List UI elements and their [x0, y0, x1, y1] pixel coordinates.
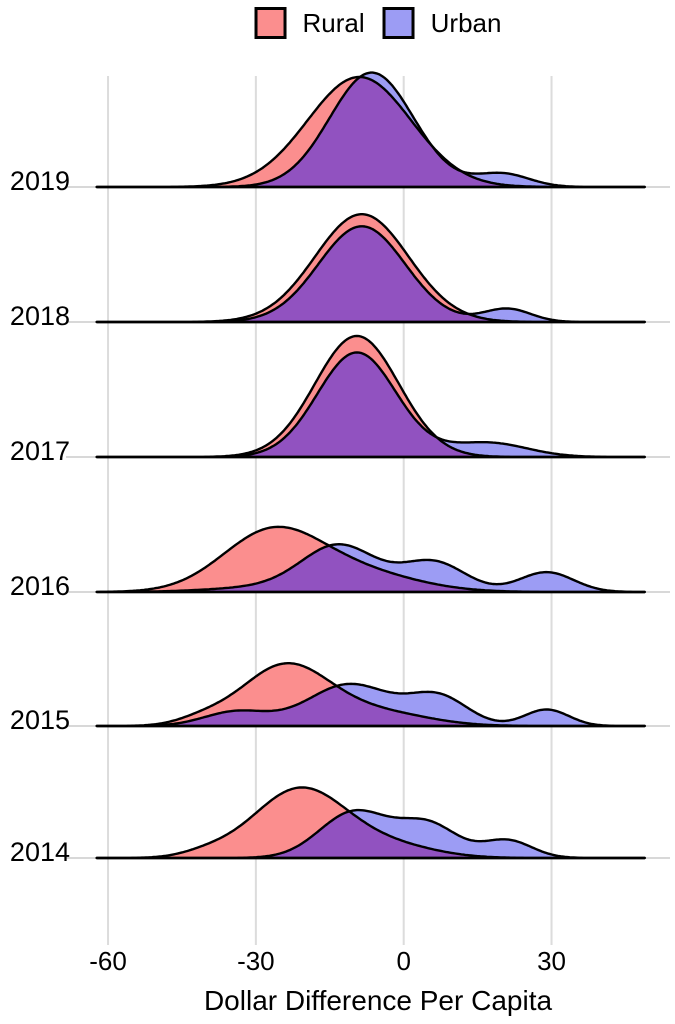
legend-label-rural: Rural — [302, 8, 365, 38]
ridge-row-2019 — [66, 71, 670, 189]
legend-label-urban: Urban — [430, 8, 502, 38]
density-fill-overlap-2016 — [96, 544, 645, 592]
gridlines — [107, 76, 553, 945]
density-fill-overlap-2018 — [96, 226, 645, 322]
density-outline-urban-2017 — [95, 351, 646, 459]
legend-swatch-rural — [254, 7, 287, 39]
ridge-row-2016 — [66, 525, 670, 594]
y-axis-label-2014: 2014 — [9, 837, 70, 867]
legend-swatch-urban — [382, 7, 415, 39]
legend-item-rural: Rural — [254, 7, 365, 39]
x-axis-title: Dollar Difference Per Capita — [203, 985, 553, 1016]
y-axis-label-2017: 2017 — [9, 436, 70, 466]
density-outline-urban-2014 — [95, 808, 646, 860]
ridge-row-2014 — [66, 786, 670, 860]
y-axis-label-2016: 2016 — [9, 571, 70, 601]
density-fill-rural-2014 — [96, 787, 645, 858]
density-outline-urban-2019 — [95, 71, 646, 189]
x-tick-label-0: 0 — [396, 946, 411, 976]
density-outline-urban-2015 — [95, 682, 646, 728]
density-fill-overlap-2019 — [96, 77, 645, 187]
x-tick-label--30: -30 — [237, 946, 275, 976]
legend-item-urban: Urban — [382, 7, 502, 39]
density-outline-urban-2016 — [95, 543, 646, 594]
y-axis-label-2018: 2018 — [9, 301, 70, 331]
density-outline-urban-2018 — [95, 225, 646, 324]
x-tick-label-30: 30 — [537, 946, 566, 976]
y-axis-label-2015: 2015 — [9, 705, 70, 735]
density-fill-rural-2016 — [96, 526, 645, 592]
ridge-row-2018 — [66, 213, 670, 324]
ridge-row-2017 — [66, 334, 670, 459]
y-axis-label-2019: 2019 — [9, 166, 70, 196]
legend: Rural Urban — [254, 6, 502, 40]
x-tick-label--60: -60 — [89, 946, 127, 976]
ridge-row-2015 — [66, 662, 670, 728]
density-fill-overlap-2017 — [96, 352, 645, 457]
density-fill-overlap-2015 — [96, 683, 645, 726]
